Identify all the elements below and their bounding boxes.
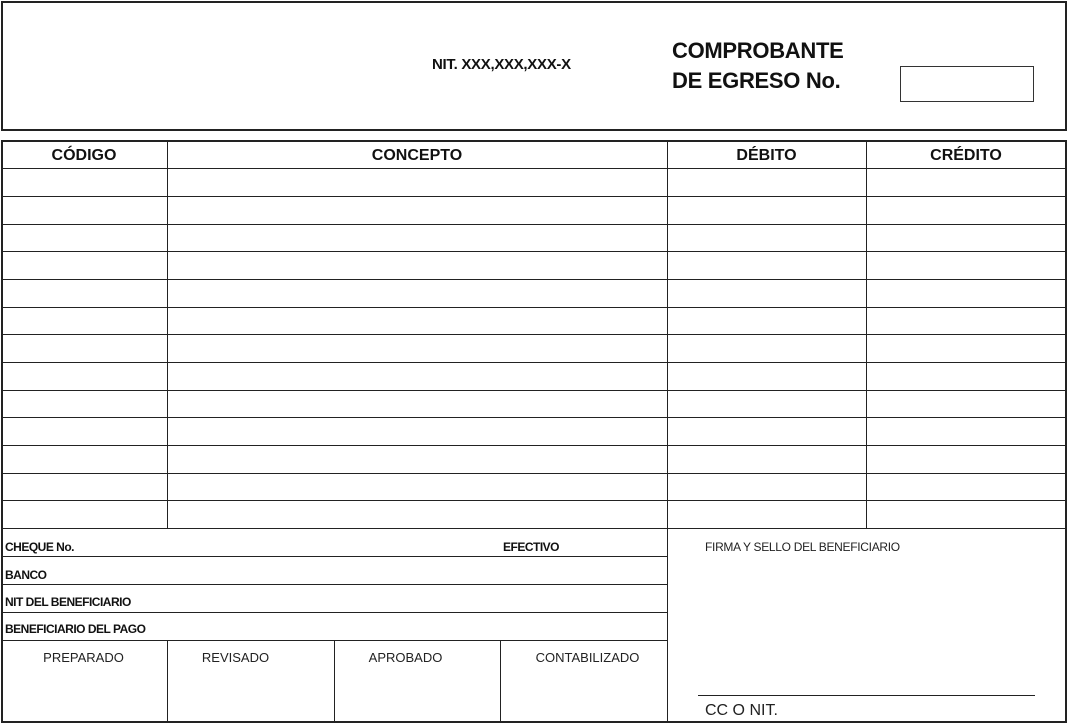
cell-concepto[interactable] [167,390,667,417]
column-header-codigo: CÓDIGO [51,147,117,164]
row-divider [1,307,1067,308]
title-line-1: COMPROBANTE [672,38,844,63]
cell-debito[interactable] [667,445,866,473]
company-nit: NIT. XXX,XXX,XXX-X [432,56,571,73]
row-divider [1,500,1067,501]
cell-debito[interactable] [667,362,866,390]
title-line-2: DE EGRESO No. [672,68,841,93]
row-divider [1,251,1067,252]
beneficiario-label: BENEFICIARIO DEL PAGO [5,622,146,636]
cell-codigo[interactable] [1,362,167,390]
cell-concepto[interactable] [167,168,667,196]
cell-concepto[interactable] [167,334,667,362]
cell-codigo[interactable] [1,500,167,528]
cc-nit-label: CC O NIT. [705,702,778,719]
cell-concepto[interactable] [167,473,667,500]
row-divider [1,279,1067,280]
cell-codigo[interactable] [1,473,167,500]
cell-codigo[interactable] [1,196,167,224]
cell-debito[interactable] [667,500,866,528]
cell-credito[interactable] [866,334,1067,362]
column-divider [667,140,668,528]
document-title: COMPROBANTE DE EGRESO No. [672,36,844,96]
cell-credito[interactable] [866,417,1067,445]
payment-row-divider [1,612,667,613]
section-divider [667,528,668,723]
cell-codigo[interactable] [1,224,167,251]
cell-credito[interactable] [866,196,1067,224]
cell-credito[interactable] [866,500,1067,528]
cell-credito[interactable] [866,279,1067,307]
cell-debito[interactable] [667,307,866,334]
row-divider [1,168,1067,169]
cheque-label: CHEQUE No. [5,540,75,554]
cell-credito[interactable] [866,168,1067,196]
signature-line [698,695,1035,696]
cell-credito[interactable] [866,251,1067,279]
row-divider [1,473,1067,474]
signature-preparado: PREPARADO [43,650,124,665]
row-divider [1,196,1067,197]
row-divider [1,390,1067,391]
cell-codigo[interactable] [1,417,167,445]
cell-concepto[interactable] [167,251,667,279]
cell-concepto[interactable] [167,445,667,473]
signature-revisado: REVISADO [201,650,270,665]
cell-concepto[interactable] [167,417,667,445]
column-divider [167,140,168,528]
cell-debito[interactable] [667,196,866,224]
banco-label: BANCO [5,568,47,582]
cell-credito[interactable] [866,390,1067,417]
payment-row-divider [1,556,667,557]
cell-debito[interactable] [667,224,866,251]
entries-table [1,140,1067,723]
cell-debito[interactable] [667,251,866,279]
signature-divider [334,640,335,723]
cell-concepto[interactable] [167,279,667,307]
cell-debito[interactable] [667,390,866,417]
cell-credito[interactable] [866,473,1067,500]
cell-debito[interactable] [667,334,866,362]
cell-codigo[interactable] [1,334,167,362]
cell-concepto[interactable] [167,224,667,251]
row-divider [1,528,1067,529]
cell-debito[interactable] [667,473,866,500]
payment-row-divider [1,584,667,585]
cell-codigo[interactable] [1,307,167,334]
row-divider [1,417,1067,418]
cell-concepto[interactable] [167,500,667,528]
nit-beneficiario-label: NIT DEL BENEFICIARIO [5,595,131,609]
cell-codigo[interactable] [1,390,167,417]
cell-credito[interactable] [866,307,1067,334]
column-header-concepto: CONCEPTO [371,147,463,164]
signature-aprobado: APROBADO [368,650,443,665]
cell-credito[interactable] [866,445,1067,473]
cell-credito[interactable] [866,362,1067,390]
cell-codigo[interactable] [1,168,167,196]
efectivo-label: EFECTIVO [503,540,560,554]
row-divider [1,362,1067,363]
row-divider [1,445,1067,446]
cell-codigo[interactable] [1,279,167,307]
cell-concepto[interactable] [167,307,667,334]
cell-codigo[interactable] [1,445,167,473]
cell-credito[interactable] [866,224,1067,251]
cell-debito[interactable] [667,279,866,307]
column-header-credito: CRÉDITO [930,147,1002,164]
voucher-number-field[interactable] [900,66,1034,102]
row-divider [1,224,1067,225]
cell-concepto[interactable] [167,362,667,390]
column-divider [866,140,867,528]
cell-debito[interactable] [667,417,866,445]
header-box [1,1,1067,131]
signature-divider [167,640,168,723]
column-header-debito: DÉBITO [736,147,797,164]
firma-sello-label: FIRMA Y SELLO DEL BENEFICIARIO [705,540,900,554]
cell-concepto[interactable] [167,196,667,224]
cell-debito[interactable] [667,168,866,196]
signature-contabilizado: CONTABILIZADO [535,650,640,665]
row-divider [1,334,1067,335]
signature-divider [500,640,501,723]
cell-codigo[interactable] [1,251,167,279]
